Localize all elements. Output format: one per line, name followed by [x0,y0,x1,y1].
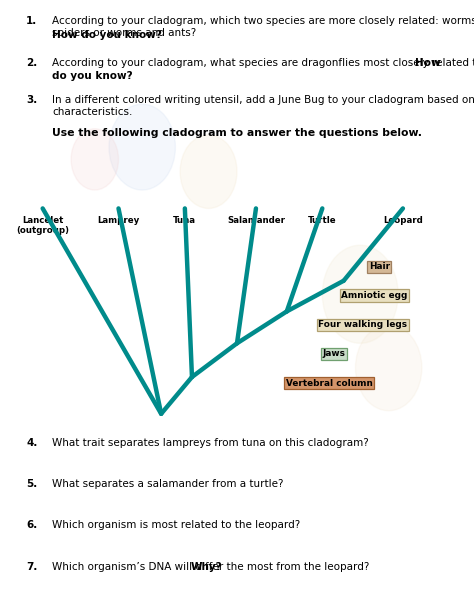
Text: Use the following cladogram to answer the questions below.: Use the following cladogram to answer th… [52,128,422,137]
Text: Lamprey: Lamprey [97,216,140,225]
Text: Jaws: Jaws [323,349,346,358]
Text: 3.: 3. [26,95,37,105]
Text: 5.: 5. [26,479,37,489]
Text: According to your cladogram, what species are dragonflies most closely related t: According to your cladogram, what specie… [52,58,474,68]
Circle shape [322,245,398,343]
Text: Salamander: Salamander [227,216,285,225]
Text: Which organism’s DNA will differ the most from the leopard?: Which organism’s DNA will differ the mos… [52,562,376,571]
Text: do you know?: do you know? [52,71,133,81]
Text: Tuna: Tuna [173,216,196,225]
Circle shape [356,325,422,411]
Text: What trait separates lampreys from tuna on this cladogram?: What trait separates lampreys from tuna … [52,438,369,448]
Text: What separates a salamander from a turtle?: What separates a salamander from a turtl… [52,479,283,489]
Text: How: How [415,58,440,68]
Text: Four walking legs: Four walking legs [318,321,407,329]
Text: Amniotic egg: Amniotic egg [341,291,408,300]
Circle shape [71,129,118,190]
Text: How do you know?: How do you know? [52,30,162,40]
Text: 6.: 6. [26,520,37,530]
Text: 7.: 7. [26,562,37,571]
Text: 1.: 1. [26,16,37,26]
Text: Why?: Why? [191,562,223,571]
Circle shape [180,135,237,208]
Text: According to your cladogram, which two species are more closely related: worms a: According to your cladogram, which two s… [52,16,474,37]
Text: In a different colored writing utensil, add a June Bug to your cladogram based o: In a different colored writing utensil, … [52,95,474,116]
Text: Hair: Hair [369,262,390,271]
Text: 4.: 4. [26,438,37,448]
Text: Leopard: Leopard [383,216,423,225]
Text: Lancelet
(outgroup): Lancelet (outgroup) [16,216,69,235]
Text: 2.: 2. [26,58,37,68]
Text: Turtle: Turtle [308,216,337,225]
Text: Which organism is most related to the leopard?: Which organism is most related to the le… [52,520,301,530]
Text: Vertebral column: Vertebral column [286,379,373,387]
Circle shape [109,104,175,190]
